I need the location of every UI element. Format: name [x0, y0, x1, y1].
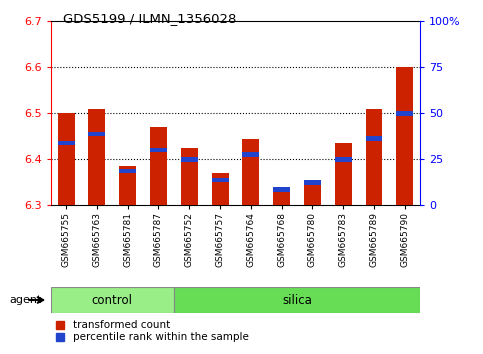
Legend: transformed count, percentile rank within the sample: transformed count, percentile rank withi…	[56, 320, 248, 342]
Bar	[304, 182, 321, 205]
Text: silica: silica	[282, 293, 312, 307]
Bar	[366, 109, 383, 205]
Bar	[119, 166, 136, 205]
Text: agent: agent	[10, 295, 42, 305]
Bar	[119, 169, 136, 173]
Text: GDS5199 / ILMN_1356028: GDS5199 / ILMN_1356028	[63, 12, 236, 25]
Bar	[150, 127, 167, 205]
Bar	[273, 187, 290, 192]
Bar	[174, 287, 420, 313]
Bar	[366, 136, 383, 141]
Bar	[212, 178, 228, 182]
Bar	[335, 143, 352, 205]
Bar	[181, 148, 198, 205]
Bar	[242, 139, 259, 205]
Bar	[304, 180, 321, 185]
Bar	[88, 109, 105, 205]
Bar	[397, 67, 413, 205]
Bar	[57, 113, 74, 205]
Bar	[335, 157, 352, 162]
Bar	[57, 141, 74, 145]
Text: control: control	[92, 293, 133, 307]
Bar	[212, 173, 228, 205]
Bar	[397, 111, 413, 116]
Bar	[88, 132, 105, 136]
Bar	[150, 148, 167, 153]
Bar	[181, 157, 198, 162]
Bar	[51, 287, 174, 313]
Bar	[273, 192, 290, 205]
Bar	[242, 153, 259, 157]
